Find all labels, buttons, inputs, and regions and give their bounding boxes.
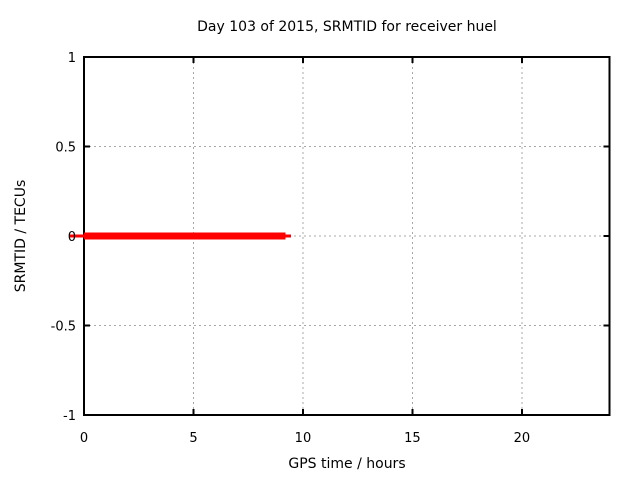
x-tick-label: 10 [295, 431, 312, 446]
y-tick-label: 0 [68, 230, 76, 245]
y-tick-labels: -1 -0.5 0 0.5 1 [51, 51, 76, 424]
y-tick-label: 1 [68, 51, 76, 66]
y-tick-label: -0.5 [51, 320, 76, 335]
y-tick-label: 0.5 [55, 141, 76, 156]
x-axis-label: GPS time / hours [288, 456, 406, 472]
x-tick-label: 0 [80, 431, 88, 446]
x-tick-label: 5 [189, 431, 197, 446]
chart-title: Day 103 of 2015, SRMTID for receiver hue… [197, 19, 497, 35]
y-axis-label: SRMTID / TECUs [13, 179, 29, 293]
x-tick-labels: 0 5 10 15 20 [80, 431, 530, 446]
x-tick-label: 15 [404, 431, 421, 446]
y-tick-label: -1 [63, 409, 76, 424]
x-tick-label: 20 [514, 431, 531, 446]
